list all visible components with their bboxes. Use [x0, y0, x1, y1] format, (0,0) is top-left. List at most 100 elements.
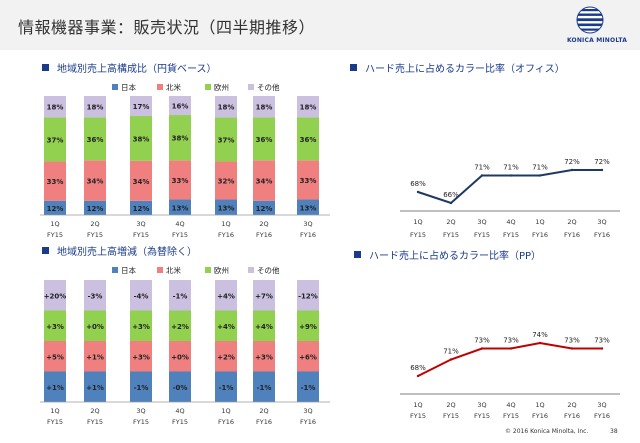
growth-bar-label-2-0: -1% — [134, 384, 149, 392]
share-bar-label-1-2: 36% — [87, 136, 104, 144]
share-bar-4-2 — [215, 117, 237, 162]
growth-bar-label-4-2: +4% — [217, 323, 235, 331]
share-xtick-q-5: 2Q — [259, 220, 268, 228]
share-bar-label-6-1: 33% — [300, 177, 317, 185]
growth-legend-label-0: 日本 — [121, 265, 136, 275]
office-point-label-5: 72% — [564, 158, 580, 166]
share-bar-2-0 — [130, 200, 152, 215]
share-bar-4-3 — [215, 96, 237, 118]
bullet-square-icon — [42, 247, 49, 254]
share-bar-3-3 — [169, 96, 191, 116]
growth-bar-label-2-1: +3% — [132, 353, 150, 361]
growth-bar-4-0 — [215, 371, 237, 402]
share-bar-label-4-0: 13% — [218, 204, 235, 212]
growth-bar-2-1 — [130, 341, 152, 372]
share-xtick-fy-2: FY15 — [133, 231, 149, 239]
share-bar-label-5-2: 36% — [256, 136, 273, 144]
share-xtick-q-1: 2Q — [90, 220, 99, 228]
growth-bar-label-6-1: +6% — [299, 353, 317, 361]
share-bar-label-5-3: 18% — [256, 104, 273, 112]
office-point-label-0: 68% — [410, 180, 426, 188]
pp-point-6 — [600, 347, 604, 350]
growth-bar-label-4-1: +2% — [217, 353, 235, 361]
share-bar-label-3-0: 13% — [172, 204, 189, 212]
bullet-square-icon — [350, 64, 357, 71]
growth-bar-3-0 — [169, 371, 191, 402]
office-xtick-fy-6: FY16 — [594, 231, 610, 239]
growth-bar-label-4-3: +4% — [217, 292, 235, 300]
page-number: 38 — [610, 428, 618, 435]
growth-legend-label-1: 北米 — [166, 265, 181, 275]
share-bar-6-3 — [297, 96, 319, 118]
copyright-text: © 2016 Konica Minolta, Inc. — [505, 428, 589, 435]
office-point-3 — [509, 174, 513, 177]
share-bar-label-1-1: 34% — [87, 177, 104, 185]
share-bar-0-2 — [44, 117, 66, 162]
pp-xtick-fy-6: FY16 — [594, 412, 610, 420]
pp-xtick-fy-1: FY15 — [443, 412, 459, 420]
share-legend-label-0: 日本 — [121, 82, 136, 92]
share-bar-label-0-1: 33% — [47, 178, 64, 186]
growth-bar-3-1 — [169, 341, 191, 372]
pp-point-label-1: 71% — [443, 348, 459, 356]
growth-xtick-q-3: 4Q — [175, 407, 184, 415]
growth-bar-1-3 — [84, 280, 106, 311]
office-xtick-q-3: 4Q — [506, 218, 515, 226]
office-xtick-q-5: 2Q — [567, 218, 576, 226]
growth-bar-6-3 — [297, 280, 319, 311]
share-bar-5-3 — [253, 96, 275, 118]
share-xtick-fy-3: FY15 — [172, 231, 188, 239]
share-legend-label-3: その他 — [257, 82, 280, 92]
growth-xtick-fy-0: FY15 — [47, 418, 63, 426]
growth-bar-6-0 — [297, 371, 319, 402]
growth-bar-label-4-0: -1% — [219, 384, 234, 392]
growth-bar-label-5-3: +7% — [255, 292, 273, 300]
office-xtick-fy-1: FY15 — [443, 231, 459, 239]
pp-xtick-fy-0: FY15 — [410, 412, 426, 420]
pp-point-3 — [509, 347, 513, 350]
pp-point-4 — [538, 341, 542, 345]
growth-bar-0-2 — [44, 310, 66, 341]
growth-legend-swatch-2 — [205, 267, 211, 273]
growth-bar-4-2 — [215, 310, 237, 341]
share-bar-label-1-3: 18% — [87, 104, 104, 112]
share-bar-label-0-0: 12% — [47, 205, 64, 213]
share-bar-4-1 — [215, 161, 237, 200]
office-point-2 — [480, 174, 484, 177]
growth-bar-label-1-2: +0% — [86, 323, 104, 331]
growth-bar-1-0 — [84, 371, 106, 402]
pp-point-label-6: 73% — [594, 337, 610, 345]
share-xtick-q-6: 3Q — [303, 220, 312, 228]
office-xtick-fy-4: FY16 — [532, 231, 548, 239]
share-bar-6-1 — [297, 160, 319, 200]
growth-bar-label-0-0: +1% — [46, 384, 64, 392]
pp-xtick-q-6: 3Q — [597, 401, 606, 409]
header-bar: 情報機器事業：販売状況（四半期推移） KONICA MINOLTA — [0, 0, 640, 50]
growth-bar-label-6-0: -1% — [301, 384, 316, 392]
share-bar-label-0-2: 37% — [47, 136, 64, 144]
share-bar-label-6-3: 18% — [300, 104, 317, 112]
pp-xtick-q-2: 3Q — [477, 401, 486, 409]
color-office-chart-title: ハード売上に占めるカラー比率（オフィス） — [350, 60, 565, 75]
share-legend-swatch-0 — [112, 84, 118, 90]
bullet-square-icon — [42, 64, 49, 71]
growth-legend-swatch-3 — [248, 267, 254, 273]
growth-bar-label-6-2: +9% — [299, 323, 317, 331]
share-bar-label-1-0: 12% — [87, 205, 104, 213]
growth-xtick-q-0: 1Q — [50, 407, 59, 415]
share-bar-label-3-1: 33% — [172, 177, 189, 185]
office-point-0 — [416, 190, 420, 194]
office-xtick-q-6: 3Q — [597, 218, 606, 226]
growth-bar-4-3 — [215, 280, 237, 311]
pp-xtick-q-4: 1Q — [535, 401, 544, 409]
color-pp-chart-title: ハード売上に占めるカラー比率（PP） — [354, 247, 541, 262]
share-bar-label-4-2: 37% — [218, 136, 235, 144]
pp-xtick-fy-5: FY16 — [564, 412, 580, 420]
pp-xtick-fy-2: FY15 — [474, 412, 490, 420]
share-bar-3-2 — [169, 115, 191, 161]
growth-bar-label-1-0: +1% — [86, 384, 104, 392]
share-bar-6-0 — [297, 199, 319, 215]
growth-bar-label-3-2: +2% — [171, 323, 189, 331]
growth-xtick-q-2: 3Q — [136, 407, 145, 415]
